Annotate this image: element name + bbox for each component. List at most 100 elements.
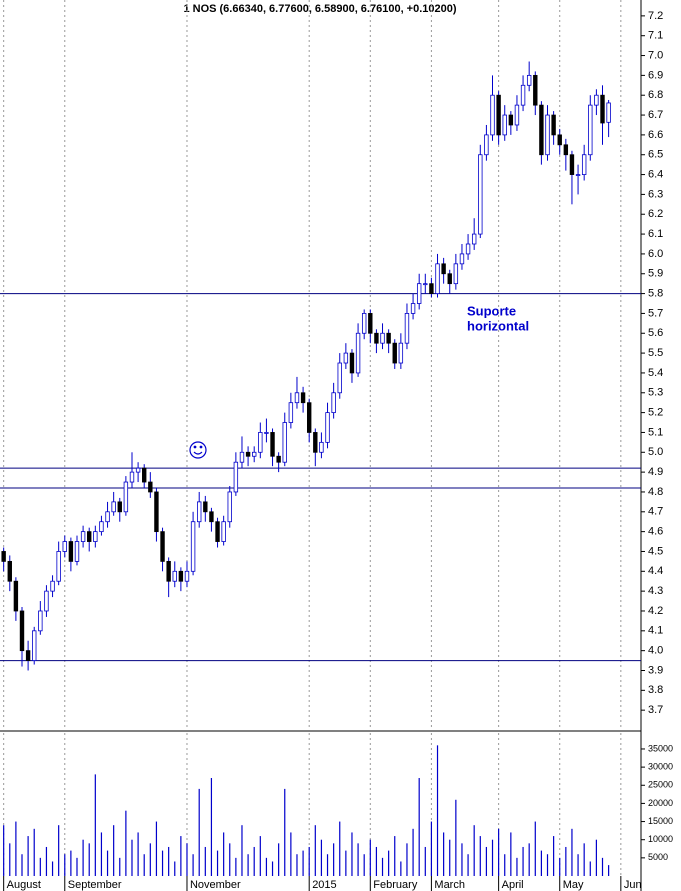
candle-body bbox=[533, 74, 538, 106]
x-tick-label: September bbox=[68, 879, 122, 891]
candle-body bbox=[600, 94, 605, 124]
x-tick-label: February bbox=[373, 879, 418, 891]
volume-bar bbox=[479, 836, 481, 876]
y-tick-label: 5.6 bbox=[648, 327, 663, 339]
candle-body bbox=[117, 501, 122, 513]
candle-body bbox=[386, 332, 391, 344]
y-tick-label: 6.6 bbox=[648, 129, 663, 141]
candle-body bbox=[233, 461, 239, 493]
candle-body bbox=[276, 455, 281, 463]
candle-body bbox=[258, 432, 263, 453]
volume-bar bbox=[498, 828, 500, 876]
candle-body bbox=[172, 570, 177, 582]
candle-body bbox=[404, 313, 410, 344]
candle-body bbox=[105, 511, 110, 523]
volume-bar bbox=[204, 846, 206, 876]
volume-bar bbox=[400, 861, 402, 876]
candle-body bbox=[203, 501, 208, 513]
volume-bar bbox=[210, 778, 213, 876]
candle-body bbox=[300, 392, 306, 404]
volume-bar bbox=[455, 799, 457, 876]
candle-body bbox=[441, 263, 446, 275]
candle-body bbox=[331, 392, 336, 414]
volume-bar bbox=[436, 745, 439, 876]
volume-bar bbox=[595, 839, 597, 876]
volume-bar bbox=[406, 843, 408, 876]
volume-bar bbox=[161, 850, 164, 876]
volume-bar bbox=[241, 825, 243, 876]
candle-body bbox=[282, 422, 287, 463]
y-tick-label: 5.5 bbox=[648, 347, 663, 359]
volume-bar bbox=[198, 788, 200, 876]
volume-bar bbox=[528, 843, 530, 876]
volume-bar bbox=[589, 861, 591, 876]
candle-body bbox=[56, 551, 61, 582]
candle-body bbox=[508, 114, 514, 126]
candle-body bbox=[62, 541, 67, 552]
volume-bar bbox=[381, 857, 384, 876]
candle-body bbox=[245, 451, 251, 457]
y-tick-label: 25000 bbox=[648, 780, 673, 790]
y-tick-label: 4.4 bbox=[648, 565, 663, 577]
candle-body bbox=[325, 412, 330, 443]
x-tick-label: April bbox=[502, 879, 524, 891]
candle-body bbox=[429, 283, 434, 294]
volume-bar bbox=[326, 854, 329, 876]
volume-bar bbox=[467, 854, 469, 876]
volume-bar bbox=[333, 843, 335, 876]
candle-body bbox=[337, 362, 342, 394]
y-tick-label: 6.2 bbox=[648, 208, 663, 220]
chart-title: 1 NOS (6.66340, 6.77600, 6.58900, 6.7610… bbox=[183, 3, 456, 15]
candle-body bbox=[453, 263, 459, 285]
candle-body bbox=[227, 491, 232, 523]
volume-bar bbox=[125, 810, 127, 876]
y-tick-label: 5.9 bbox=[648, 268, 663, 280]
candle-body bbox=[581, 154, 587, 175]
volume-bar bbox=[491, 839, 494, 876]
volume-bar bbox=[265, 857, 268, 876]
volume-bar bbox=[94, 774, 96, 876]
volume-bar bbox=[149, 843, 151, 876]
y-tick-label: 4.1 bbox=[648, 625, 663, 637]
candle-body bbox=[355, 332, 361, 374]
candle-body bbox=[459, 253, 465, 265]
x-tick-label: November bbox=[190, 879, 241, 891]
candle-body bbox=[545, 114, 550, 156]
candle-body bbox=[361, 313, 367, 334]
y-tick-label: 6.7 bbox=[648, 109, 663, 121]
volume-bar bbox=[412, 828, 414, 876]
y-tick-label: 30000 bbox=[648, 761, 673, 771]
volume-bar bbox=[559, 857, 561, 876]
x-tick-label: March bbox=[434, 879, 465, 891]
y-tick-label: 6.9 bbox=[648, 69, 663, 81]
volume-bar bbox=[168, 846, 170, 876]
candle-body bbox=[160, 531, 165, 562]
candle-body bbox=[32, 630, 37, 661]
volume-bar bbox=[601, 857, 604, 876]
candle-body bbox=[38, 610, 43, 632]
y-tick-label: 5.8 bbox=[648, 287, 663, 299]
volume-bar bbox=[485, 846, 488, 876]
candle-body bbox=[319, 441, 324, 453]
volume-bar bbox=[418, 778, 420, 876]
candle-body bbox=[588, 104, 593, 156]
volume-bar bbox=[388, 850, 390, 876]
candle-body bbox=[294, 392, 300, 404]
y-tick-label: 6.1 bbox=[648, 228, 663, 240]
volume-bar bbox=[443, 832, 445, 876]
y-tick-label: 5000 bbox=[648, 852, 668, 862]
candle-body bbox=[484, 134, 489, 156]
candle-body bbox=[178, 570, 184, 582]
y-tick-label: 35000 bbox=[648, 743, 673, 753]
volume-bar bbox=[583, 843, 585, 876]
volume-bar bbox=[424, 846, 426, 876]
candle-body bbox=[50, 580, 55, 592]
y-tick-label: 7.2 bbox=[648, 10, 663, 22]
volume-bar bbox=[375, 846, 378, 876]
candle-body bbox=[111, 501, 116, 513]
volume-bar bbox=[553, 836, 555, 876]
volume-bar bbox=[82, 839, 84, 876]
volume-bar bbox=[9, 843, 11, 876]
volume-bar bbox=[253, 846, 255, 876]
